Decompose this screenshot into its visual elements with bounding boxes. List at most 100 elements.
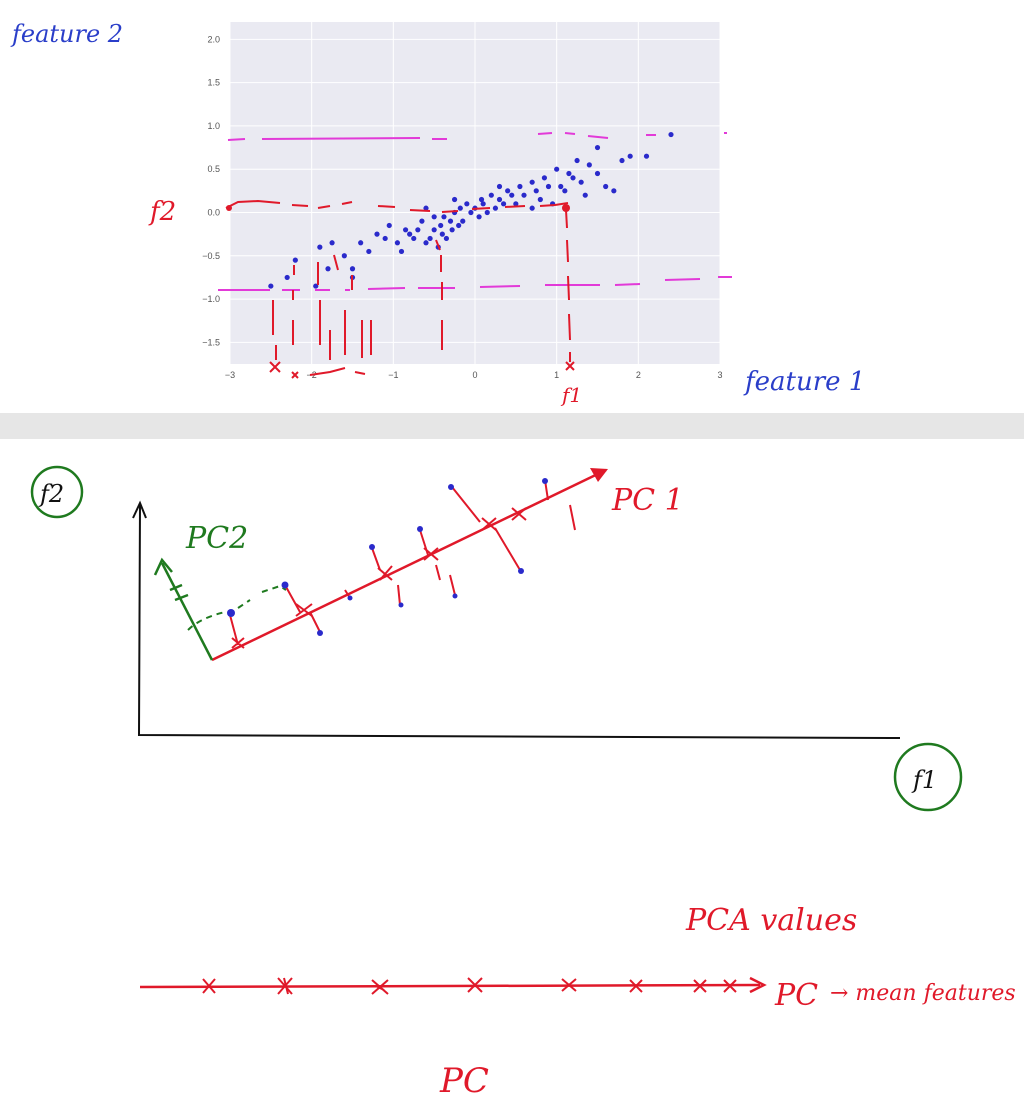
scatter-point (619, 157, 625, 164)
scatter-point (423, 205, 429, 211)
scatter-point (627, 153, 633, 159)
scatter-point (394, 240, 401, 246)
scatter-point (423, 240, 429, 246)
scatter-point (468, 209, 474, 216)
scatter-point (438, 222, 444, 229)
scatter-point (480, 201, 486, 207)
pc-line (139, 983, 761, 989)
x-tick-label: 1 (554, 370, 559, 380)
scatter-point (492, 205, 499, 211)
scatter-point (464, 201, 470, 207)
y-tick-label: −1.0 (202, 294, 220, 304)
f2-marker (226, 205, 232, 211)
y-tick-label: 1.0 (207, 121, 220, 131)
scatter-point (500, 201, 507, 207)
y-tick-labels: 2.0 1.5 1.0 0.5 0.0 −0.5 −1.0 −1.5 (202, 34, 220, 347)
scatter-point (451, 196, 458, 203)
upper-magenta-line (227, 132, 727, 141)
x-tick-label: −1 (388, 370, 398, 380)
scatter-point (447, 218, 454, 224)
scatter-point (478, 196, 485, 203)
scatter-point (456, 222, 462, 229)
scatter-point (415, 227, 421, 233)
scatter-point (411, 235, 417, 242)
x-tick-labels: −3 −2 −1 0 1 2 3 (225, 370, 723, 380)
scatter-point (484, 209, 490, 216)
scatter-point (643, 153, 650, 159)
pc1-line (211, 468, 607, 662)
scatter-point (317, 244, 323, 250)
x-tick-label: −3 (225, 370, 235, 380)
f2-axis-label: f2 (38, 480, 64, 508)
projection-cross-marks (269, 361, 575, 379)
feature1-label: feature 1 (743, 367, 865, 397)
scatter-point (407, 231, 413, 237)
pc-bottom-label: PC (439, 1061, 489, 1101)
scatter-point (513, 201, 519, 207)
x-tick-label: 3 (717, 370, 722, 380)
scatter-point (366, 248, 372, 255)
scatter-point (582, 192, 588, 198)
x-tick-label: 2 (636, 370, 641, 380)
f2-annotation: f2 (148, 197, 176, 227)
scatter-point (517, 183, 523, 190)
scatter-point (574, 157, 580, 164)
scatter-point (554, 166, 560, 172)
scatter-point (358, 240, 364, 246)
x-tick-label: 0 (472, 370, 477, 380)
pca-values-label: PCA values (685, 903, 857, 938)
axes (137, 504, 901, 739)
y-tick-label: 2.0 (207, 34, 220, 44)
gridlines (229, 22, 721, 364)
scatter-point (533, 188, 539, 194)
y-axis-arrowhead (132, 500, 147, 519)
scatter-point (419, 218, 425, 224)
pc2-projection-dashed (187, 584, 287, 631)
pc-line-arrowhead (749, 976, 767, 994)
f1-circle (893, 742, 963, 812)
scatter-point (586, 162, 592, 168)
scatter-point (541, 175, 548, 181)
scatter-point (545, 183, 552, 190)
y-tick-label: −0.5 (202, 251, 220, 261)
scatter-point (496, 196, 503, 203)
scatter-point (292, 257, 298, 263)
scatter-point (402, 227, 409, 233)
y-tick-label: 0.5 (207, 164, 220, 174)
scatter-point (578, 179, 584, 185)
scatter-point (441, 214, 447, 220)
scatter-point (668, 131, 674, 138)
y-tick-label: −1.5 (202, 337, 220, 347)
diagram-points (227, 478, 548, 636)
section-divider (0, 413, 1024, 439)
scatter-point (439, 231, 445, 237)
pc2-arrowhead (153, 557, 189, 602)
scatter-point (529, 205, 535, 211)
scatter-point (349, 266, 356, 272)
scatter-point (457, 205, 463, 211)
chart-annotations: feature 2 f2 feature 1 f1 (10, 20, 865, 407)
y-tick-label: 1.5 (207, 78, 220, 88)
pc-value-crosses (202, 977, 737, 995)
scatter-point (341, 253, 347, 259)
f1-projection-line (565, 209, 571, 362)
f1-axis-label: f1 (911, 766, 937, 794)
scatter-point (268, 283, 274, 289)
scatter-point (562, 188, 568, 194)
scatter-point (594, 144, 601, 151)
scatter-point (529, 179, 535, 185)
scatter-point (325, 266, 331, 272)
scatter-point (382, 235, 388, 242)
scatter-point (537, 196, 543, 203)
scatter-point (431, 214, 437, 220)
scatter-point (566, 170, 572, 177)
scatter-point (386, 222, 392, 229)
scatter-point (449, 227, 455, 233)
scatter-point (488, 192, 494, 198)
f2-projection-line (225, 199, 569, 213)
pca-diagram: f2 f1 PC 1 PC2 PCA value (30, 465, 963, 938)
scatter-point (476, 214, 482, 220)
scatter-point (496, 183, 503, 190)
pc2-label: PC2 (185, 521, 248, 556)
